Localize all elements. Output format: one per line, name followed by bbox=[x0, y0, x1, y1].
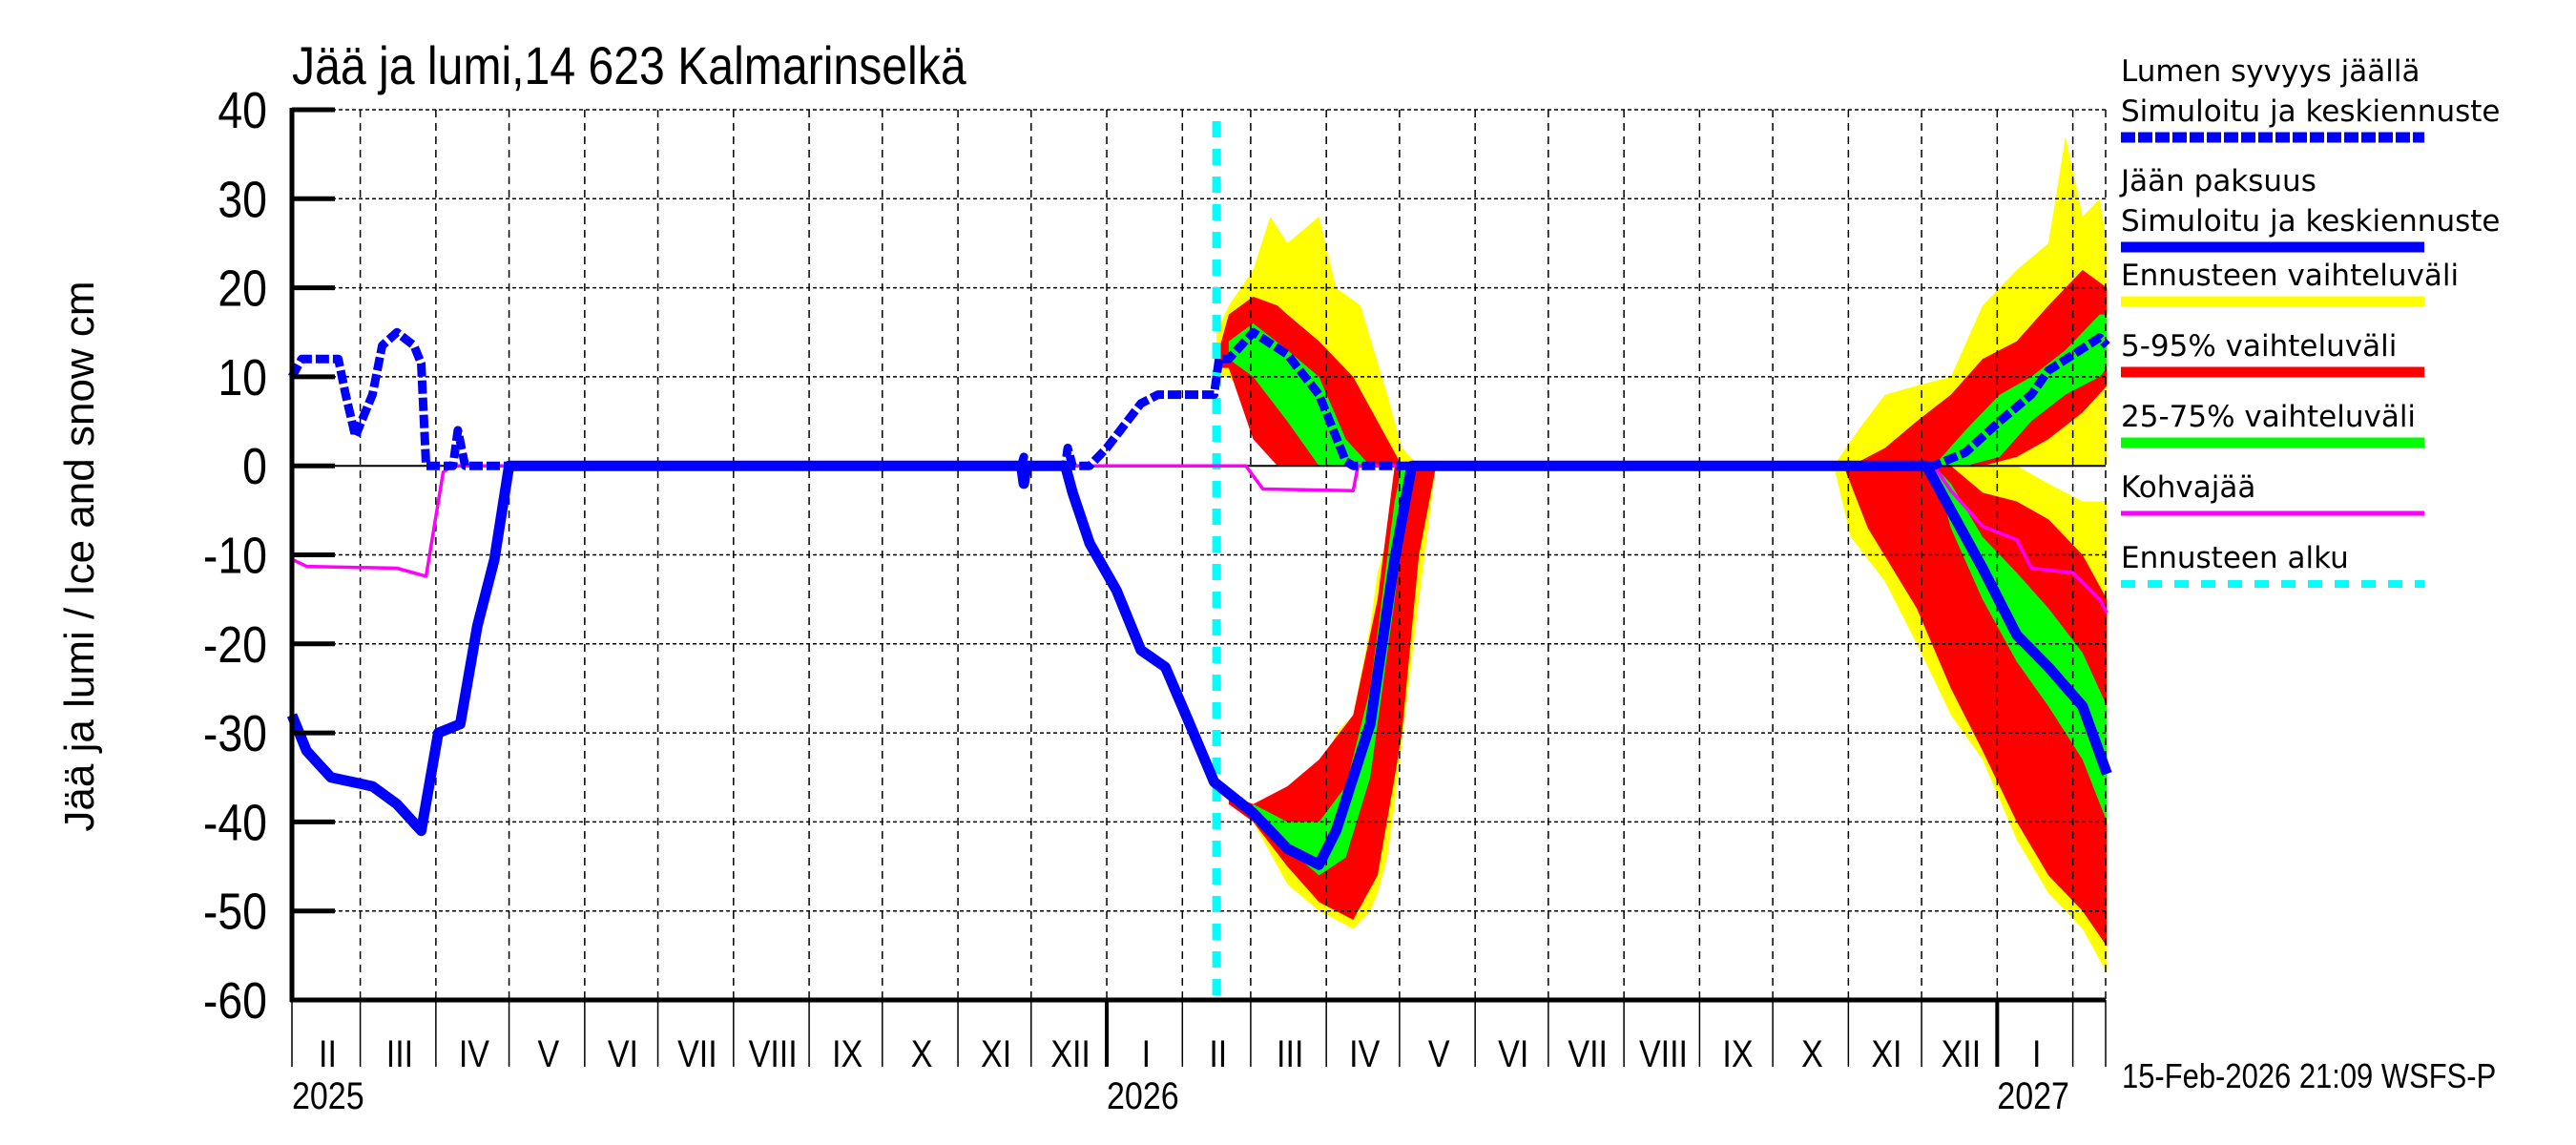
month-label: III bbox=[1277, 1031, 1303, 1074]
month-label: IX bbox=[832, 1031, 862, 1074]
month-label: V bbox=[1428, 1031, 1450, 1074]
month-label: XII bbox=[1050, 1031, 1091, 1074]
y-tick-label: -60 bbox=[203, 971, 267, 1030]
legend-label: 25-75% vaihteluväli bbox=[2121, 400, 2416, 434]
y-tick-label: 0 bbox=[242, 437, 267, 495]
y-tick-label: 40 bbox=[218, 81, 267, 139]
month-label: IV bbox=[1349, 1031, 1380, 1074]
y-axis-label: Jää ja lumi / Ice and snow cm bbox=[56, 281, 103, 831]
month-label: V bbox=[538, 1031, 560, 1074]
year-label: 2027 bbox=[1997, 1073, 2069, 1116]
month-label: I bbox=[2032, 1031, 2041, 1074]
chart-title: Jää ja lumi,14 623 Kalmarinselkä bbox=[292, 37, 966, 96]
month-label: VIII bbox=[1639, 1031, 1688, 1074]
legend-label: Simuloitu ja keskiennuste bbox=[2121, 204, 2500, 239]
month-label: X bbox=[911, 1031, 933, 1074]
month-label: XI bbox=[981, 1031, 1011, 1074]
legend-label: Ennusteen alku bbox=[2121, 541, 2349, 575]
y-tick-label: -40 bbox=[203, 793, 267, 851]
legend: Lumen syvyys jäällä Simuloitu ja keskienn… bbox=[2119, 54, 2500, 588]
month-label: II bbox=[319, 1031, 337, 1074]
y-tick-label: -50 bbox=[203, 882, 267, 940]
legend-label: Kohvajää bbox=[2121, 470, 2255, 505]
month-label: VI bbox=[608, 1031, 638, 1074]
y-tick-label: -30 bbox=[203, 704, 267, 762]
band-p5_95-3 bbox=[1843, 466, 2108, 947]
month-label: X bbox=[1801, 1031, 1823, 1074]
legend-label: 5-95% vaihteluväli bbox=[2121, 329, 2397, 364]
y-tick-label: 20 bbox=[218, 259, 267, 317]
month-label: IX bbox=[1722, 1031, 1753, 1074]
month-label: VIII bbox=[749, 1031, 798, 1074]
series-snow-line bbox=[288, 327, 2110, 470]
legend-label: Simuloitu ja keskiennuste bbox=[2121, 94, 2500, 129]
month-label: XII bbox=[1942, 1031, 1982, 1074]
axes: II III IV V VI VII VIII IX X XI XII I II III IV V VI VII V… bbox=[203, 81, 2107, 1117]
series-kohva-line bbox=[291, 464, 2109, 614]
series-ice-line bbox=[286, 460, 2112, 870]
legend-label: Ennusteen vaihteluväli bbox=[2121, 259, 2459, 293]
month-label: VI bbox=[1498, 1031, 1528, 1074]
month-label: VII bbox=[677, 1031, 717, 1074]
month-label: XI bbox=[1871, 1031, 1901, 1074]
series-lines bbox=[286, 121, 2112, 1000]
year-label: 2026 bbox=[1107, 1073, 1179, 1116]
grid bbox=[292, 109, 2107, 1000]
month-label: III bbox=[386, 1031, 413, 1074]
legend-label: Lumen syvyys jäällä bbox=[2121, 54, 2420, 89]
month-label: I bbox=[1142, 1031, 1151, 1074]
y-tick-label: -10 bbox=[203, 526, 267, 584]
band-p5_95-2 bbox=[1850, 269, 2108, 467]
band-p25_75-2 bbox=[1933, 314, 2108, 467]
y-tick-label: -20 bbox=[203, 614, 267, 673]
band-p5_95-1 bbox=[1228, 466, 1437, 920]
footer-timestamp: 15-Feb-2026 21:09 WSFS-P bbox=[2122, 1058, 2496, 1096]
legend-label: Jään paksuus bbox=[2119, 164, 2316, 198]
month-label: II bbox=[1209, 1031, 1227, 1074]
y-tick-label: 30 bbox=[218, 170, 267, 228]
year-label: 2025 bbox=[292, 1073, 364, 1116]
y-tick-label: 10 bbox=[218, 348, 267, 406]
month-label: IV bbox=[459, 1031, 489, 1074]
month-label: VII bbox=[1568, 1031, 1608, 1074]
